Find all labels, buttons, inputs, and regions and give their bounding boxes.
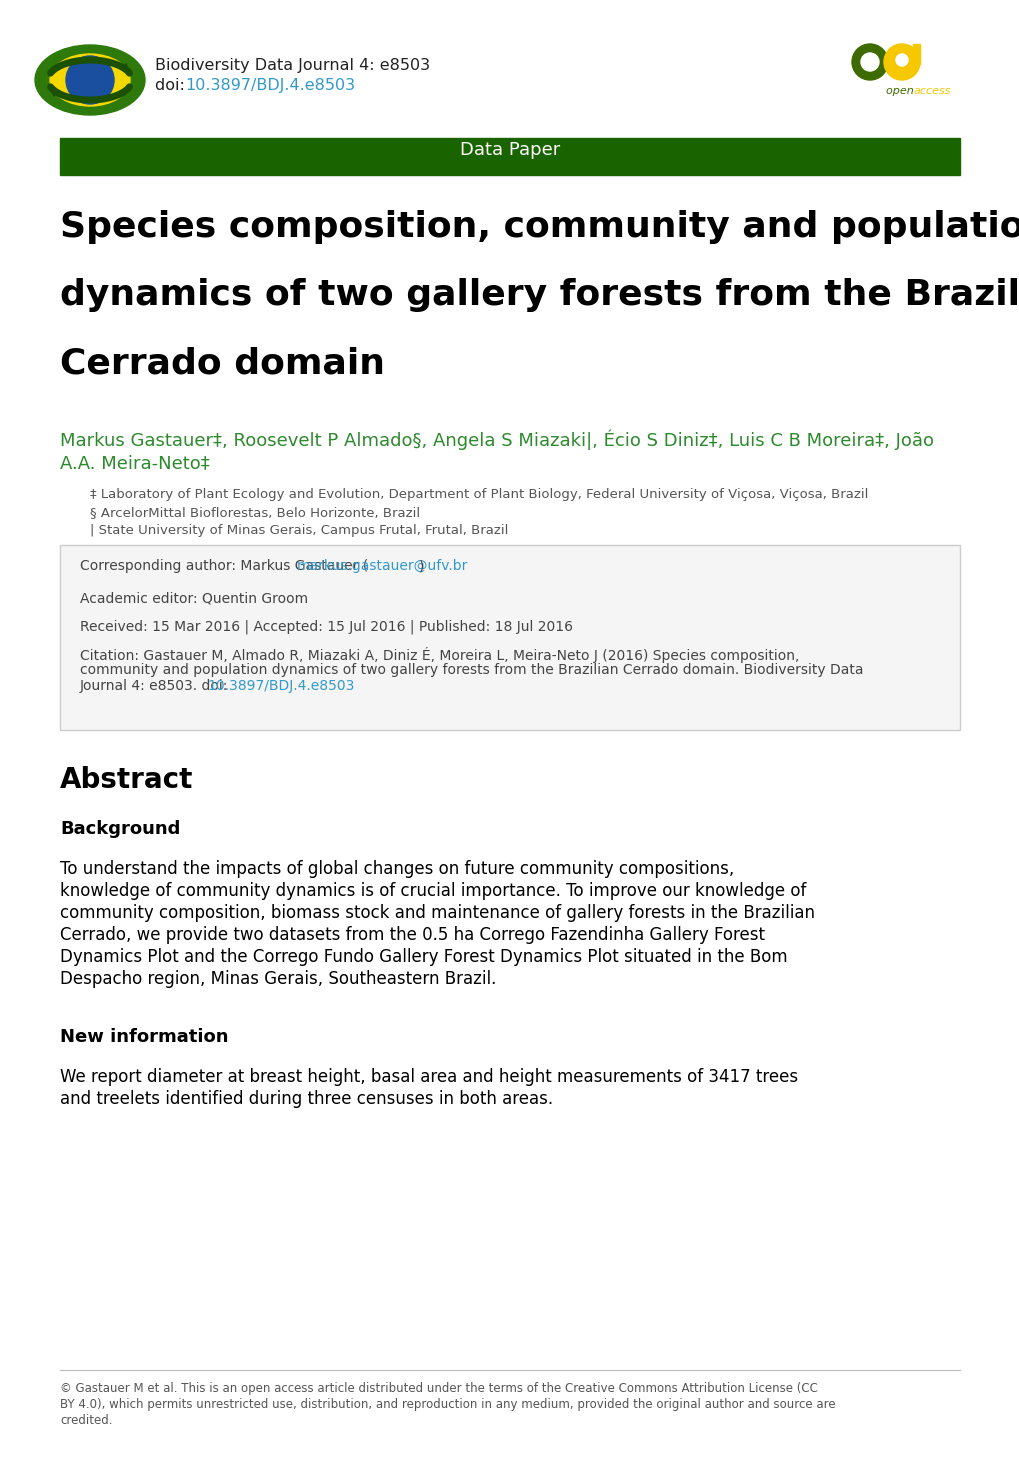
Text: Received: 15 Mar 2016 | Accepted: 15 Jul 2016 | Published: 18 Jul 2016: Received: 15 Mar 2016 | Accepted: 15 Jul…	[79, 618, 573, 633]
Text: knowledge of community dynamics is of crucial importance. To improve our knowled: knowledge of community dynamics is of cr…	[60, 882, 806, 900]
Text: Data Paper: Data Paper	[460, 141, 559, 159]
Text: Background: Background	[60, 820, 180, 838]
Text: doi:: doi:	[155, 79, 190, 93]
Text: Corresponding author: Markus Gastauer (: Corresponding author: Markus Gastauer (	[79, 559, 368, 572]
Text: ): )	[418, 559, 424, 572]
Text: and treelets identified during three censuses in both areas.: and treelets identified during three cen…	[60, 1090, 552, 1108]
Text: Species composition, community and population: Species composition, community and popul…	[60, 211, 1019, 245]
Text: © Gastauer M et al. This is an open access article distributed under the terms o: © Gastauer M et al. This is an open acce…	[60, 1382, 817, 1396]
FancyBboxPatch shape	[60, 544, 959, 730]
Text: 10.3897/BDJ.4.e8503: 10.3897/BDJ.4.e8503	[184, 79, 355, 93]
Text: BY 4.0), which permits unrestricted use, distribution, and reproduction in any m: BY 4.0), which permits unrestricted use,…	[60, 1398, 835, 1410]
Bar	[912, 44, 919, 64]
Circle shape	[860, 53, 878, 71]
Text: open: open	[886, 86, 916, 96]
Text: ‡ Laboratory of Plant Ecology and Evolution, Department of Plant Biology, Federa: ‡ Laboratory of Plant Ecology and Evolut…	[90, 488, 867, 501]
Circle shape	[851, 44, 888, 80]
Circle shape	[883, 44, 919, 80]
Text: markus.gastauer@ufv.br: markus.gastauer@ufv.br	[297, 559, 468, 572]
Text: credited.: credited.	[60, 1413, 112, 1427]
Text: Cerrado domain: Cerrado domain	[60, 346, 384, 380]
Text: community and population dynamics of two gallery forests from the Brazilian Cerr: community and population dynamics of two…	[79, 663, 863, 678]
Text: We report diameter at breast height, basal area and height measurements of 3417 : We report diameter at breast height, bas…	[60, 1068, 797, 1086]
Text: community composition, biomass stock and maintenance of gallery forests in the B: community composition, biomass stock and…	[60, 905, 814, 922]
Text: Academic editor: Quentin Groom: Academic editor: Quentin Groom	[79, 592, 308, 605]
Ellipse shape	[35, 44, 145, 116]
Bar	[60, 138, 959, 175]
Text: A.A. Meira-Neto‡: A.A. Meira-Neto‡	[60, 454, 210, 472]
Text: § ArcelorMittal Bioflorestas, Belo Horizonte, Brazil: § ArcelorMittal Bioflorestas, Belo Horiz…	[90, 506, 420, 519]
Text: New information: New information	[60, 1028, 228, 1046]
Text: dynamics of two gallery forests from the Brazilian: dynamics of two gallery forests from the…	[60, 277, 1019, 311]
Text: To understand the impacts of global changes on future community compositions,: To understand the impacts of global chan…	[60, 860, 734, 878]
Text: Despacho region, Minas Gerais, Southeastern Brazil.: Despacho region, Minas Gerais, Southeast…	[60, 970, 496, 988]
Text: Dynamics Plot and the Corrego Fundo Gallery Forest Dynamics Plot situated in the: Dynamics Plot and the Corrego Fundo Gall…	[60, 948, 787, 965]
Text: Biodiversity Data Journal 4: e8503: Biodiversity Data Journal 4: e8503	[155, 58, 430, 73]
Text: Cerrado, we provide two datasets from the 0.5 ha Corrego Fazendinha Gallery Fore: Cerrado, we provide two datasets from th…	[60, 925, 764, 945]
Text: | State University of Minas Gerais, Campus Frutal, Frutal, Brazil: | State University of Minas Gerais, Camp…	[90, 523, 507, 537]
Text: Markus Gastauer‡, Roosevelt P Almado§, Angela S Miazaki|, Écio S Diniz‡, Luis C : Markus Gastauer‡, Roosevelt P Almado§, A…	[60, 430, 933, 451]
Circle shape	[66, 56, 114, 104]
Text: Abstract: Abstract	[60, 767, 194, 793]
Text: access: access	[913, 86, 951, 96]
Text: 10.3897/BDJ.4.e8503: 10.3897/BDJ.4.e8503	[208, 679, 355, 693]
Text: Citation: Gastauer M, Almado R, Miazaki A, Diniz É, Moreira L, Meira-Neto J (201: Citation: Gastauer M, Almado R, Miazaki …	[79, 647, 799, 663]
Ellipse shape	[50, 53, 129, 105]
Circle shape	[895, 53, 907, 67]
Text: Journal 4: e8503. doi:: Journal 4: e8503. doi:	[79, 679, 232, 693]
